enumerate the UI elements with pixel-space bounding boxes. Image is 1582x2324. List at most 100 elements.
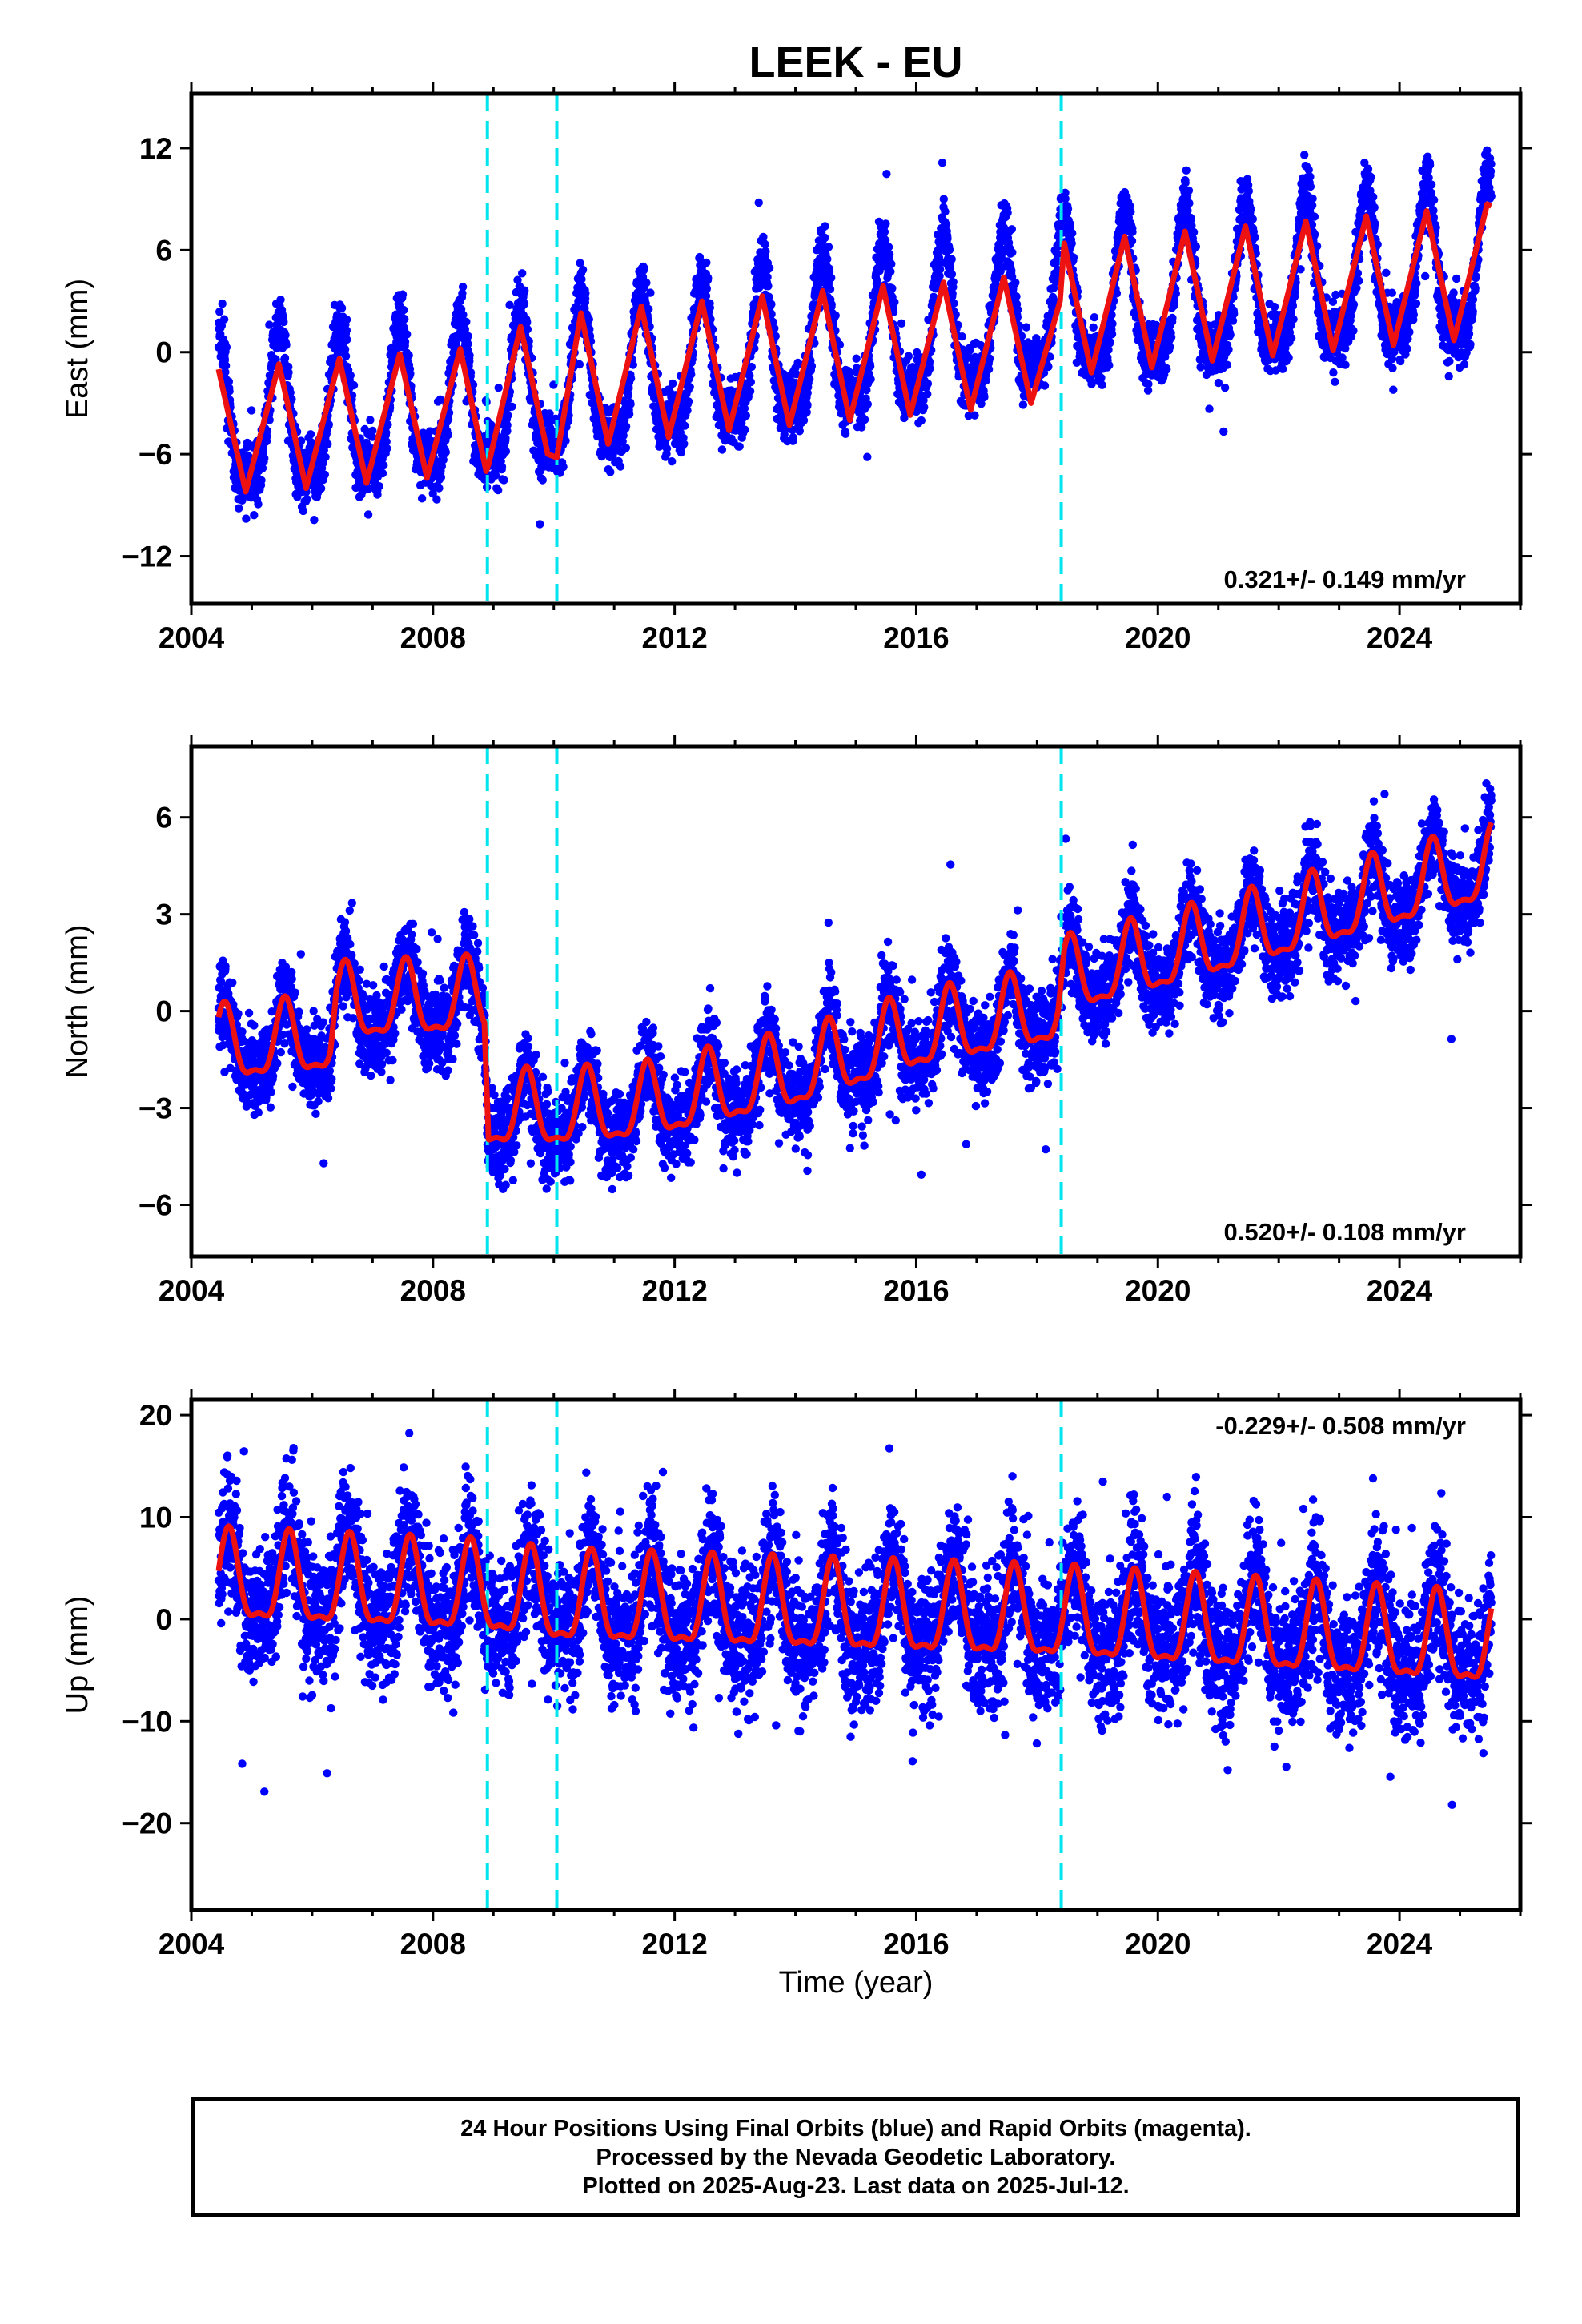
data-point xyxy=(501,447,511,456)
data-point xyxy=(382,437,391,446)
data-point xyxy=(941,207,950,216)
data-point xyxy=(1144,380,1153,388)
data-point xyxy=(441,448,450,456)
data-point xyxy=(221,361,231,370)
data-point xyxy=(624,410,634,419)
data-point xyxy=(824,243,833,251)
data-point xyxy=(1014,305,1022,314)
data-point xyxy=(1089,323,1098,332)
data-point xyxy=(668,379,677,388)
data-point xyxy=(939,195,949,203)
data-point xyxy=(1090,313,1099,322)
data-point xyxy=(863,452,872,461)
data-point xyxy=(500,476,508,485)
data-point xyxy=(523,325,532,334)
data-point xyxy=(222,343,231,352)
data-point xyxy=(276,296,285,304)
data-point xyxy=(821,222,829,231)
data-point xyxy=(575,360,584,369)
data-point xyxy=(1106,337,1114,347)
data-point xyxy=(460,324,469,334)
data-point xyxy=(383,444,391,453)
data-point xyxy=(890,298,899,307)
data-point xyxy=(765,263,774,273)
data-point xyxy=(581,289,590,298)
data-point xyxy=(1185,199,1194,207)
data-point xyxy=(860,415,869,424)
data-point xyxy=(417,494,427,503)
data-point xyxy=(823,255,832,263)
data-point xyxy=(1066,219,1075,229)
data-point xyxy=(717,445,727,454)
data-point xyxy=(938,159,947,167)
data-point xyxy=(705,304,714,312)
data-point xyxy=(437,462,446,471)
data-point xyxy=(1007,225,1017,234)
figure-title: LEEK - EU xyxy=(749,38,962,86)
data-point xyxy=(1097,373,1106,382)
data-point xyxy=(406,369,415,378)
data-point xyxy=(404,351,413,360)
data-point xyxy=(242,514,251,523)
data-point xyxy=(1068,229,1077,238)
data-point xyxy=(465,351,474,360)
data-point xyxy=(621,422,631,431)
data-point xyxy=(436,395,445,404)
data-point xyxy=(841,429,850,438)
data-point xyxy=(949,278,958,287)
data-point xyxy=(280,353,290,363)
data-point xyxy=(520,286,529,295)
data-point xyxy=(1107,330,1117,339)
data-point xyxy=(882,170,891,179)
data-point xyxy=(805,374,814,384)
data-point xyxy=(1011,278,1020,287)
data-point xyxy=(764,282,773,291)
data-point xyxy=(363,510,373,519)
data-point xyxy=(662,444,672,453)
data-point xyxy=(747,362,756,372)
data-point xyxy=(866,375,875,384)
data-point xyxy=(958,332,966,341)
data-point xyxy=(435,484,444,493)
data-point xyxy=(897,319,906,328)
data-point xyxy=(501,433,510,443)
data-point xyxy=(980,392,989,402)
data-point xyxy=(400,315,409,324)
data-point xyxy=(880,227,889,236)
data-point xyxy=(702,284,711,293)
data-point xyxy=(254,500,263,509)
data-point xyxy=(243,452,253,460)
data-point xyxy=(1166,343,1174,352)
data-point xyxy=(926,364,934,373)
data-point xyxy=(1003,208,1012,217)
data-point xyxy=(935,265,945,274)
data-point xyxy=(1022,323,1031,332)
data-point xyxy=(367,432,377,441)
data-point xyxy=(681,421,689,430)
data-point xyxy=(884,243,893,251)
data-point xyxy=(852,354,861,363)
data-point xyxy=(767,300,776,308)
data-point xyxy=(735,442,744,451)
data-point xyxy=(857,423,866,432)
data-point xyxy=(257,476,266,485)
data-point xyxy=(1166,332,1176,342)
data-point xyxy=(458,283,468,292)
data-point xyxy=(923,379,933,388)
data-point xyxy=(1162,365,1171,374)
data-point xyxy=(917,416,926,425)
data-point xyxy=(1040,381,1050,390)
data-point xyxy=(765,292,773,301)
data-point xyxy=(217,321,227,330)
data-point xyxy=(349,380,359,390)
data-point xyxy=(1168,313,1177,323)
data-point xyxy=(342,315,351,324)
data-point xyxy=(606,468,615,476)
data-point xyxy=(626,374,636,383)
data-point xyxy=(1182,166,1191,175)
data-point xyxy=(341,352,351,360)
data-point xyxy=(741,425,749,434)
data-point xyxy=(225,387,234,396)
data-point xyxy=(323,440,332,448)
